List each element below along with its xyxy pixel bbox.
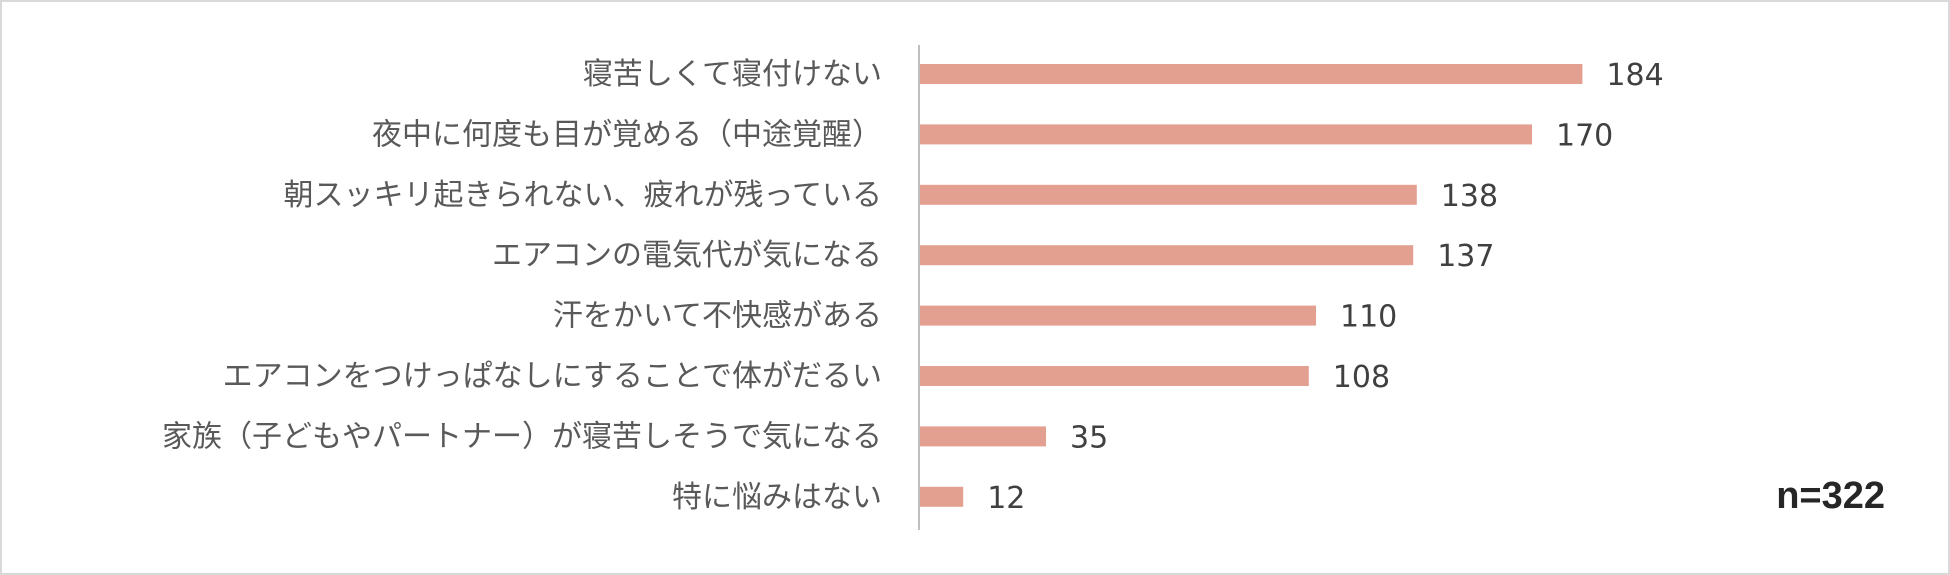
category-label-7: 特に悩みはない — [672, 480, 882, 515]
value-label-7: 12 — [987, 481, 1025, 516]
value-label-1: 170 — [1556, 118, 1613, 153]
category-label-4: 汗をかいて不快感がある — [553, 299, 882, 334]
category-label-6: 家族（子どもやパートナー）が寝苦しそうで気になる — [162, 419, 882, 454]
category-label-1: 夜中に何度も目が覚める（中途覚醒） — [372, 117, 882, 152]
bar-2 — [920, 184, 1417, 205]
bar-5 — [920, 366, 1309, 386]
bar-1 — [920, 124, 1532, 145]
value-label-0: 184 — [1606, 58, 1663, 93]
category-label-5: エアコンをつけっぱなしにすることで体がだるい — [223, 359, 882, 394]
category-label-3: エアコンの電気代が気になる — [492, 238, 882, 273]
category-label-0: 寝苦しくて寝付けない — [583, 57, 882, 92]
value-label-6: 35 — [1070, 420, 1108, 455]
bar-4 — [920, 305, 1316, 326]
bar-0 — [920, 64, 1583, 84]
value-label-3: 137 — [1437, 239, 1494, 274]
bar-6 — [920, 426, 1046, 447]
bar-7 — [920, 486, 964, 507]
bar-3 — [920, 245, 1414, 266]
category-label-2: 朝スッキリ起きられない、疲れが残っている — [284, 178, 883, 213]
sample-size-annotation: n=322 — [1776, 475, 1885, 517]
value-label-2: 138 — [1441, 179, 1498, 214]
value-label-5: 108 — [1333, 360, 1390, 395]
value-label-4: 110 — [1340, 300, 1397, 335]
